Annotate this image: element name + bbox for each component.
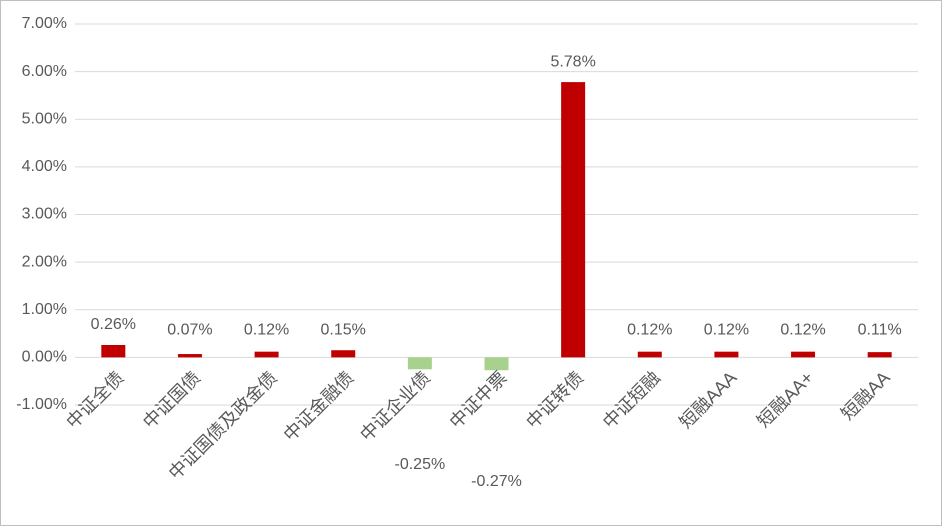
data-label: 0.11% xyxy=(858,322,902,339)
y-tick-label: 5.00% xyxy=(22,110,67,127)
y-tick-label: 0.00% xyxy=(22,349,67,366)
y-tick-label: 7.00% xyxy=(22,15,67,32)
data-label: -0.27% xyxy=(471,473,522,490)
data-label: 0.26% xyxy=(91,316,136,333)
data-label: -0.25% xyxy=(395,456,446,473)
bar xyxy=(484,357,509,371)
bar xyxy=(637,351,662,358)
y-tick-label: 6.00% xyxy=(22,63,67,80)
bar xyxy=(867,352,892,358)
y-tick-label: 4.00% xyxy=(22,158,67,175)
data-label: 0.07% xyxy=(167,322,212,339)
data-label: 0.12% xyxy=(244,322,289,339)
y-tick-label: 3.00% xyxy=(22,206,67,223)
data-label: 0.12% xyxy=(627,322,672,339)
bar xyxy=(331,350,356,358)
bar xyxy=(101,344,126,358)
data-label: 0.12% xyxy=(704,322,749,339)
y-tick-label: 2.00% xyxy=(22,253,67,270)
y-tick-label: -1.00% xyxy=(16,396,67,413)
data-label: 0.15% xyxy=(321,321,366,338)
bar xyxy=(177,354,202,358)
bar xyxy=(254,351,279,358)
bar xyxy=(407,357,432,370)
data-label: 0.12% xyxy=(780,322,825,339)
data-label: 5.78% xyxy=(550,53,595,70)
bar xyxy=(561,82,586,358)
bar xyxy=(714,351,739,358)
bar xyxy=(791,351,816,358)
y-tick-label: 1.00% xyxy=(22,301,67,318)
